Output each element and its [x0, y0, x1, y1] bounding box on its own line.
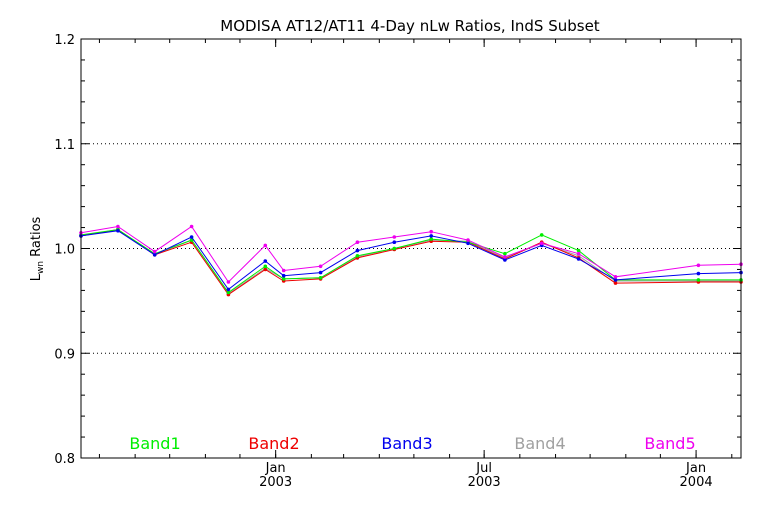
legend-label-band4: Band4	[514, 434, 565, 453]
data-point-band3	[263, 259, 268, 263]
data-point-band3	[696, 271, 701, 276]
legend-label-band2: Band2	[248, 434, 299, 453]
y-tick-label: 0.8	[54, 452, 75, 467]
data-point-band1	[539, 233, 544, 237]
data-point-band5	[355, 240, 360, 244]
y-axis-label-main: L	[29, 273, 44, 281]
series-line-band1	[80, 229, 741, 294]
x-tick-label-year: 2004	[680, 475, 713, 490]
legend: Band1 Band2 Band3 Band4 Band5	[129, 434, 695, 453]
legend-label-band1: Band1	[129, 434, 180, 453]
data-point-band1	[429, 237, 434, 241]
data-point-band2	[613, 281, 618, 285]
data-point-band3	[429, 234, 434, 238]
data-point-band1	[263, 264, 268, 269]
data-point-band3	[152, 253, 157, 257]
data-point-band1	[576, 248, 581, 253]
series-line-band5	[80, 225, 742, 283]
data-point-band1	[189, 238, 194, 242]
data-point-band5	[189, 224, 194, 229]
data-point-band1	[355, 254, 360, 258]
data-point-band5	[392, 235, 397, 239]
data-point-band1	[696, 278, 701, 282]
data-point-band3	[281, 273, 286, 278]
data-point-band5	[696, 263, 701, 268]
data-point-band1	[318, 276, 323, 280]
x-tick-label-year: 2003	[468, 475, 501, 490]
y-tick-label: 1.1	[54, 138, 75, 153]
y-tick-label: 1.0	[54, 243, 75, 258]
data-point-band3	[613, 278, 618, 282]
data-point-band5	[152, 249, 157, 254]
y-tick-label: 1.2	[54, 33, 75, 48]
data-point-band5	[226, 280, 231, 284]
x-tick-label-year: 2003	[259, 475, 292, 490]
data-point-band5	[429, 229, 434, 234]
data-point-band5	[576, 251, 581, 256]
data-point-band3	[226, 287, 231, 292]
data-point-band1	[226, 290, 231, 295]
data-point-band3	[466, 241, 470, 246]
data-point-band5	[116, 224, 120, 229]
data-point-band3	[355, 248, 360, 253]
data-point-band5	[281, 268, 286, 273]
chart-title: MODISA AT12/AT11 4-Day nLw Ratios, IndS …	[220, 17, 600, 35]
legend-label-band5: Band5	[644, 434, 695, 453]
data-point-band1	[281, 277, 286, 281]
data-point-band3	[318, 270, 323, 275]
data-point-band5	[263, 243, 268, 248]
data-point-band3	[116, 228, 120, 233]
grid-layer	[81, 143, 741, 354]
data-point-band3	[503, 258, 507, 262]
data-point-band5	[466, 238, 470, 242]
data-point-band5	[539, 241, 544, 246]
legend-label-band3: Band3	[381, 434, 432, 453]
y-axis-label-subscript: wn	[36, 261, 46, 274]
plot-frame	[80, 38, 742, 459]
data-point-band3	[189, 235, 194, 239]
y-axis-label: Lwn Ratios	[29, 216, 46, 281]
data-point-band5	[613, 275, 618, 279]
y-axis-label-rest: Ratios	[29, 216, 44, 261]
x-tick-label-month: Jan	[265, 461, 286, 476]
x-tick-label-month: Jul	[475, 461, 492, 476]
x-tick-label-month: Jan	[685, 461, 706, 476]
data-point-band3	[392, 240, 397, 244]
data-point-band1	[392, 246, 397, 251]
data-point-band5	[318, 264, 323, 269]
data-point-band2	[263, 267, 268, 272]
series-line-band3	[80, 230, 742, 291]
y-tick-label: 0.9	[54, 347, 75, 362]
series-layer	[79, 224, 743, 297]
data-point-band3	[576, 257, 581, 261]
data-point-band5	[503, 255, 507, 259]
data-point-band1	[503, 251, 507, 256]
